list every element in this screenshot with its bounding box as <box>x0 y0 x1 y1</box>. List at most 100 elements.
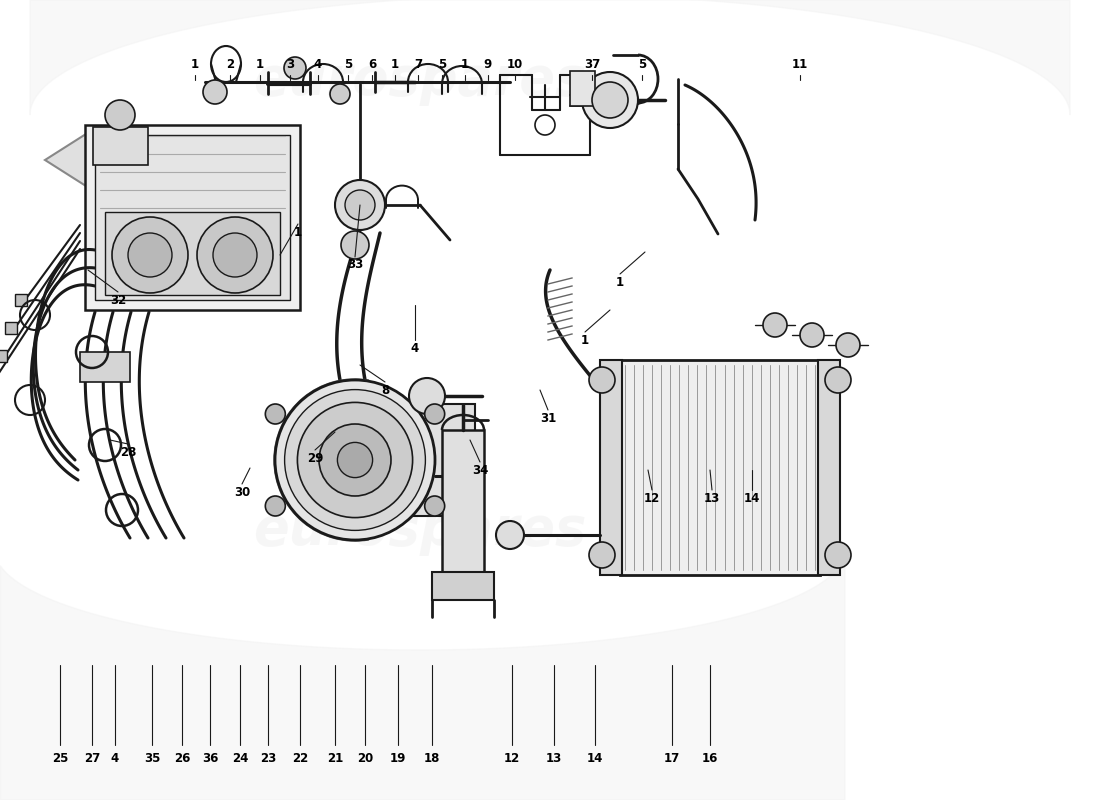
Text: 3: 3 <box>286 58 294 71</box>
Text: 35: 35 <box>144 751 161 765</box>
Text: 5: 5 <box>638 58 646 71</box>
Text: 2: 2 <box>226 58 234 71</box>
Text: 1: 1 <box>256 58 264 71</box>
Bar <box>95 135 290 300</box>
Bar <box>600 360 621 575</box>
Circle shape <box>104 100 135 130</box>
Text: 25: 25 <box>52 751 68 765</box>
Text: 27: 27 <box>84 751 100 765</box>
Text: 5: 5 <box>344 58 352 71</box>
Text: 19: 19 <box>389 751 406 765</box>
Text: 9: 9 <box>484 58 492 71</box>
Text: 1: 1 <box>461 58 469 71</box>
Circle shape <box>197 217 273 293</box>
Text: 33: 33 <box>346 258 363 271</box>
Bar <box>570 71 595 106</box>
Circle shape <box>284 57 306 79</box>
Circle shape <box>425 496 444 516</box>
Circle shape <box>341 231 368 259</box>
Text: 14: 14 <box>744 491 760 505</box>
Bar <box>15 294 28 306</box>
Text: 1: 1 <box>191 58 199 71</box>
Circle shape <box>409 378 446 414</box>
Text: 5: 5 <box>438 58 447 71</box>
Text: 14: 14 <box>586 751 603 765</box>
Polygon shape <box>45 130 150 190</box>
Text: 30: 30 <box>234 486 250 498</box>
Circle shape <box>496 521 524 549</box>
Circle shape <box>825 367 851 393</box>
Circle shape <box>336 180 385 230</box>
Bar <box>104 212 280 295</box>
Text: 21: 21 <box>327 751 343 765</box>
Text: 17: 17 <box>664 751 680 765</box>
Circle shape <box>112 217 188 293</box>
Circle shape <box>592 82 628 118</box>
Text: eurospares: eurospares <box>253 504 586 556</box>
Text: 16: 16 <box>702 751 718 765</box>
Circle shape <box>128 233 172 277</box>
Text: 12: 12 <box>504 751 520 765</box>
Text: 1: 1 <box>581 334 590 346</box>
Circle shape <box>330 84 350 104</box>
Bar <box>818 360 840 575</box>
Bar <box>6 322 16 334</box>
Circle shape <box>836 333 860 357</box>
Bar <box>432 572 494 600</box>
Text: 1: 1 <box>294 226 302 238</box>
Text: 29: 29 <box>307 451 323 465</box>
Text: 4: 4 <box>111 751 119 765</box>
Polygon shape <box>0 550 845 800</box>
Circle shape <box>425 404 444 424</box>
Text: 6: 6 <box>367 58 376 71</box>
Text: 11: 11 <box>792 58 808 71</box>
Text: eurospares: eurospares <box>253 54 586 106</box>
Text: 8: 8 <box>381 383 389 397</box>
Text: 22: 22 <box>292 751 308 765</box>
Bar <box>620 360 820 575</box>
Circle shape <box>338 442 373 478</box>
Bar <box>85 125 300 310</box>
Circle shape <box>588 542 615 568</box>
Text: 1: 1 <box>616 275 624 289</box>
Circle shape <box>204 80 227 104</box>
Circle shape <box>285 390 426 530</box>
Circle shape <box>275 380 434 540</box>
Circle shape <box>825 542 851 568</box>
Circle shape <box>582 72 638 128</box>
Text: 4: 4 <box>411 342 419 354</box>
Text: 7: 7 <box>414 58 422 71</box>
Text: 13: 13 <box>704 491 720 505</box>
Circle shape <box>265 404 285 424</box>
Circle shape <box>345 190 375 220</box>
Text: 26: 26 <box>174 751 190 765</box>
Polygon shape <box>30 0 1070 115</box>
Text: 37: 37 <box>584 58 601 71</box>
Text: 12: 12 <box>644 491 660 505</box>
Text: 13: 13 <box>546 751 562 765</box>
Text: 4: 4 <box>314 58 322 71</box>
Circle shape <box>213 233 257 277</box>
Text: 23: 23 <box>260 751 276 765</box>
Bar <box>379 404 475 516</box>
Text: 36: 36 <box>201 751 218 765</box>
Text: 1: 1 <box>390 58 399 71</box>
Text: 10: 10 <box>507 58 524 71</box>
Circle shape <box>588 367 615 393</box>
Text: 20: 20 <box>356 751 373 765</box>
Text: 28: 28 <box>120 446 136 458</box>
Text: 31: 31 <box>540 411 557 425</box>
Circle shape <box>265 496 285 516</box>
Circle shape <box>319 424 390 496</box>
Text: 32: 32 <box>110 294 126 306</box>
Circle shape <box>297 402 412 518</box>
Bar <box>0 350 7 362</box>
Text: 34: 34 <box>472 463 488 477</box>
Circle shape <box>800 323 824 347</box>
Text: 24: 24 <box>232 751 249 765</box>
Bar <box>80 352 130 382</box>
Circle shape <box>763 313 786 337</box>
Bar <box>94 127 148 165</box>
Bar <box>442 430 484 575</box>
Text: 18: 18 <box>424 751 440 765</box>
